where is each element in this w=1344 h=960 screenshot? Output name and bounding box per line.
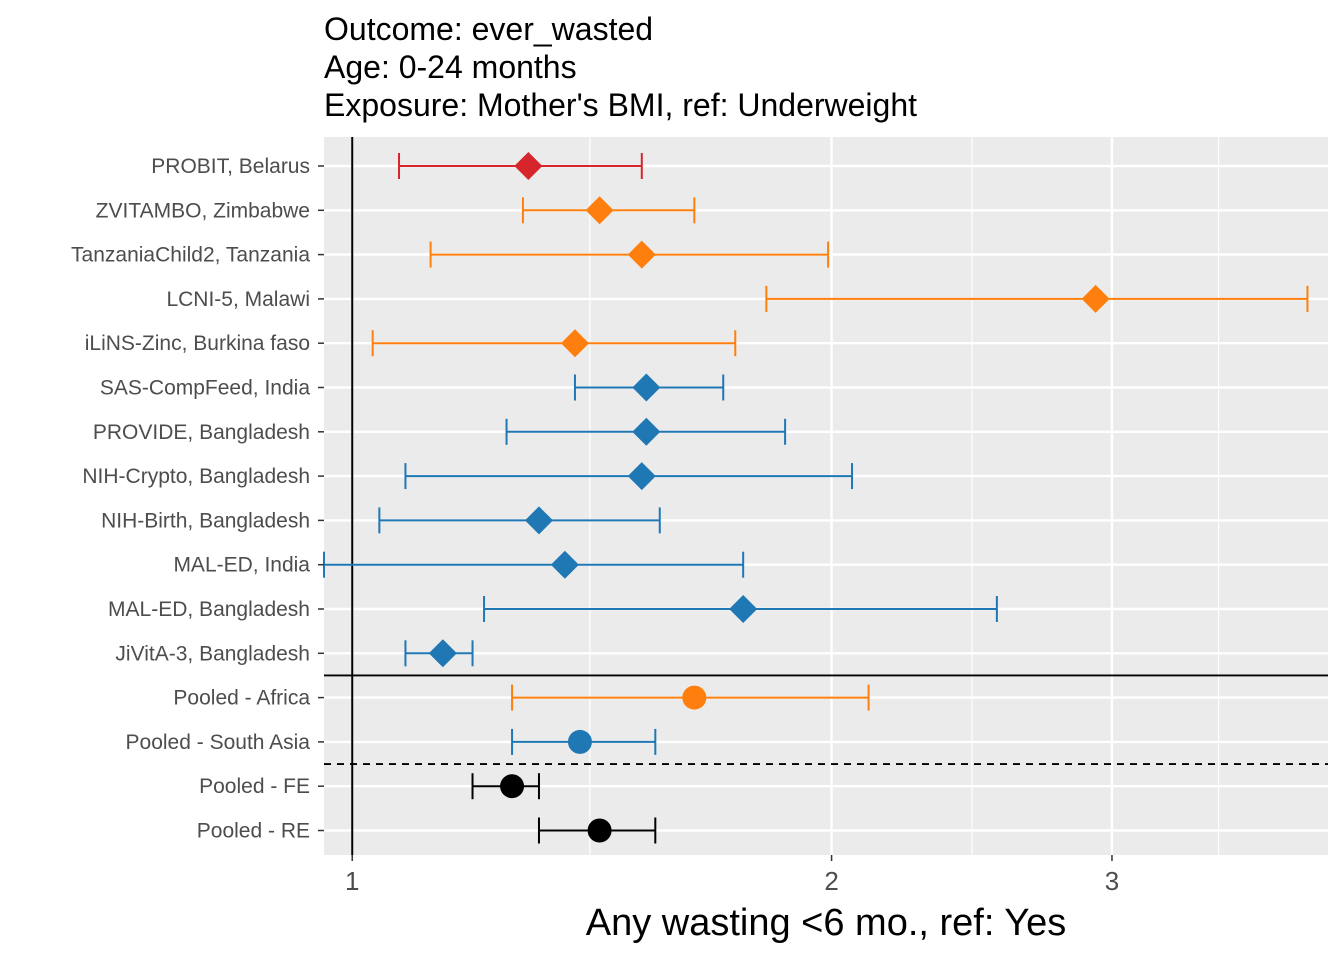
point-estimate-circle <box>587 818 612 843</box>
point-estimate-diamond <box>428 639 457 668</box>
estimate-row <box>398 152 643 180</box>
plot-panel <box>324 137 1328 855</box>
estimate-row <box>404 462 854 491</box>
row-label: MAL-ED, India <box>173 554 310 577</box>
point-estimate-circle <box>500 774 525 799</box>
point-estimate-diamond <box>560 329 589 358</box>
estimate-row <box>511 728 657 755</box>
row-label: Pooled - South Asia <box>126 731 311 754</box>
x-axis-label: Any wasting <6 mo., ref: Yes <box>586 902 1067 944</box>
row-label: Pooled - RE <box>197 820 310 843</box>
row-label: TanzaniaChild2, Tanzania <box>71 244 310 267</box>
row-label: MAL-ED, Bangladesh <box>108 598 310 621</box>
estimate-row <box>483 595 998 623</box>
point-estimate-diamond <box>1081 284 1110 313</box>
x-tick-label: 2 <box>824 866 838 896</box>
row-label: SAS-CompFeed, India <box>100 377 310 400</box>
row-label: PROBIT, Belarus <box>151 155 310 178</box>
point-estimate-circle <box>682 685 707 710</box>
estimate-row <box>429 240 830 269</box>
chart-title-block: Outcome: ever_wasted Age: 0-24 months Ex… <box>324 10 917 124</box>
title-age: Age: 0-24 months <box>324 49 577 85</box>
estimate-row <box>505 417 787 446</box>
estimate-row <box>765 284 1309 313</box>
row-label: Pooled - Africa <box>173 687 310 710</box>
row-label: LCNI-5, Malawi <box>166 288 310 311</box>
point-estimate-diamond <box>632 417 661 446</box>
point-estimate-diamond <box>585 196 614 225</box>
estimates-layer <box>323 152 1309 844</box>
title-exposure: Exposure: Mother's BMI, ref: Underweight <box>324 87 918 123</box>
estimate-row <box>471 773 540 800</box>
estimate-row <box>537 817 657 844</box>
reference-lines <box>324 137 1328 855</box>
estimate-row <box>371 329 737 358</box>
row-label: Pooled - FE <box>199 775 310 798</box>
estimate-row <box>404 639 474 668</box>
row-label: JiVitA-3, Bangladesh <box>115 642 310 665</box>
x-axis: 1 2 3 <box>345 855 1119 896</box>
point-estimate-diamond <box>524 506 553 535</box>
estimate-row <box>573 373 725 402</box>
x-tick-label: 3 <box>1105 866 1119 896</box>
row-label: NIH-Crypto, Bangladesh <box>82 465 310 488</box>
point-estimate-diamond <box>550 550 579 579</box>
row-label: ZVITAMBO, Zimbabwe <box>96 199 310 222</box>
estimate-row <box>511 684 870 711</box>
point-estimate-diamond <box>729 595 758 623</box>
point-estimate-diamond <box>514 152 543 180</box>
x-tick-label: 1 <box>345 866 359 896</box>
point-estimate-diamond <box>627 462 656 491</box>
point-estimate-circle <box>567 729 592 754</box>
point-estimate-diamond <box>632 373 661 402</box>
row-labels: PROBIT, Belarus ZVITAMBO, Zimbabwe Tanzani… <box>71 155 324 843</box>
point-estimate-diamond <box>627 240 656 269</box>
estimate-row <box>378 506 661 535</box>
estimate-row <box>521 196 696 225</box>
row-label: iLiNS-Zinc, Burkina faso <box>85 332 310 355</box>
row-label: NIH-Birth, Bangladesh <box>101 509 310 532</box>
title-outcome: Outcome: ever_wasted <box>324 11 654 47</box>
row-label: PROVIDE, Bangladesh <box>93 421 310 444</box>
